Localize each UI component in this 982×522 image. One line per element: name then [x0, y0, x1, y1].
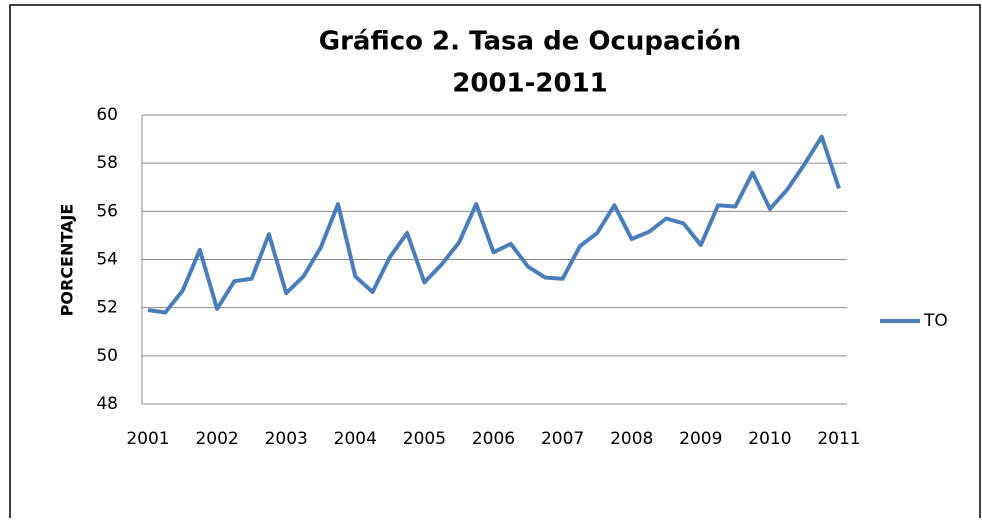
- data-line: [147, 134, 841, 315]
- x-tick-label: 2009: [679, 429, 722, 449]
- legend-label: TO: [923, 311, 948, 331]
- chart-subtitle: 2001-2011: [452, 69, 608, 99]
- x-tick-label: 2004: [334, 429, 377, 449]
- x-tick-label: 2006: [472, 429, 515, 449]
- y-tick-label: 50: [96, 346, 118, 366]
- x-tick-label: 2008: [610, 429, 653, 449]
- y-tick-label: 54: [96, 250, 118, 270]
- x-tick-label: 2005: [403, 429, 446, 449]
- y-tick-label: 56: [96, 201, 118, 221]
- y-tick-label: 52: [96, 298, 118, 318]
- chart-title: Gráfico 2. Tasa de Ocupación: [319, 27, 742, 57]
- x-tick-label: 2002: [195, 429, 238, 449]
- x-tick-label: 2011: [817, 429, 860, 449]
- x-tick-label: 2001: [126, 429, 169, 449]
- y-tick-label: 60: [96, 105, 118, 125]
- x-tick-label: 2007: [541, 429, 584, 449]
- x-tick-label: 2003: [265, 429, 308, 449]
- y-tick-label: 58: [96, 153, 118, 173]
- y-axis-label: PORCENTAJE: [58, 204, 77, 317]
- x-tick-label: 2010: [748, 429, 791, 449]
- chart-frame: [9, 4, 981, 518]
- y-tick-label: 48: [96, 394, 118, 414]
